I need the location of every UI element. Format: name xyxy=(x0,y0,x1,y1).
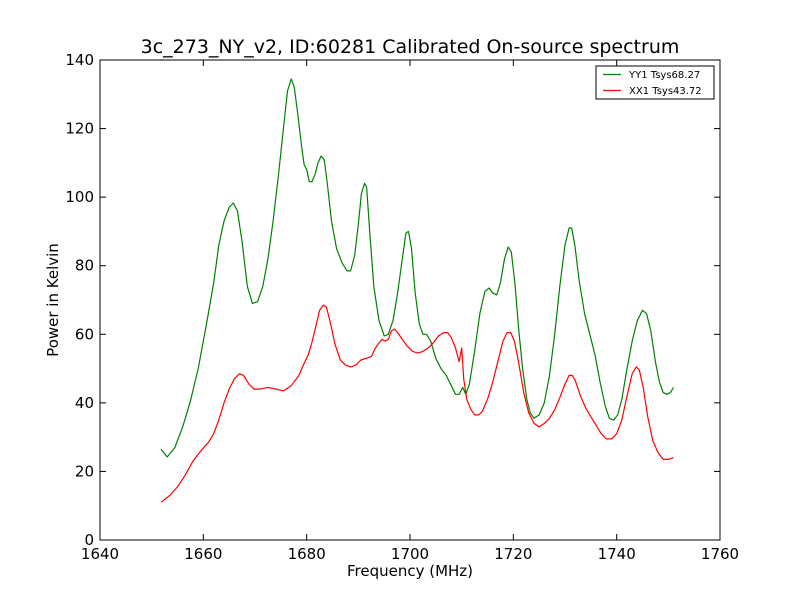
y-axis-label: Power in Kelvin xyxy=(44,243,62,357)
x-axis-label: Frequency (MHz) xyxy=(347,562,473,580)
legend: YY1 Tsys68.27 XX1 Tsys43.72 xyxy=(595,65,715,100)
y-tick-label: 40 xyxy=(75,394,94,412)
y-tick-label: 140 xyxy=(65,51,94,69)
plot-frame xyxy=(99,59,721,541)
y-axis-ticks: 0 20 40 60 80 100 120 140 xyxy=(65,51,720,549)
y-tick-label: 0 xyxy=(84,531,94,549)
legend-label-xx1: XX1 Tsys43.72 xyxy=(629,86,702,97)
series-line-1 xyxy=(160,304,674,503)
x-axis-ticks: 1640 1660 1680 1700 1720 1740 1760 xyxy=(81,60,739,563)
y-tick-label: 20 xyxy=(75,462,94,480)
legend-box xyxy=(595,65,715,100)
x-tick-label: 1640 xyxy=(81,545,119,563)
legend-label-yy1: YY1 Tsys68.27 xyxy=(628,70,700,81)
y-tick-label: 120 xyxy=(65,120,94,138)
x-tick-label: 1680 xyxy=(288,545,326,563)
x-tick-label: 1760 xyxy=(701,545,739,563)
x-tick-label: 1700 xyxy=(391,545,429,563)
y-tick-label: 100 xyxy=(65,188,94,206)
series-line-0 xyxy=(160,78,675,458)
plot-lines xyxy=(160,78,675,503)
x-tick-label: 1740 xyxy=(598,545,636,563)
x-tick-label: 1720 xyxy=(494,545,532,563)
y-tick-label: 60 xyxy=(75,325,94,343)
x-tick-label: 1660 xyxy=(184,545,222,563)
chart-title: 3c_273_NY_v2, ID:60281 Calibrated On-sou… xyxy=(141,36,680,58)
y-tick-label: 80 xyxy=(75,257,94,275)
